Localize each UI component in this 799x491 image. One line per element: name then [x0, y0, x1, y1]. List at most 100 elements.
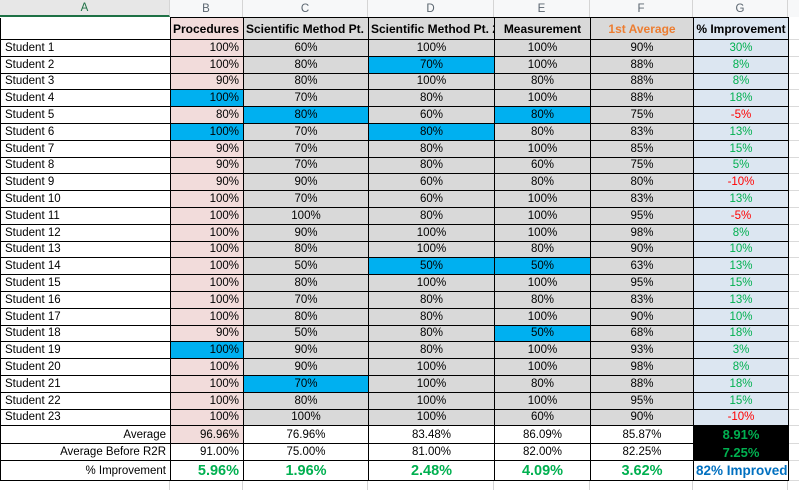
procedures-cell[interactable]: 100%	[170, 274, 244, 292]
measurement-cell[interactable]: 100%	[494, 307, 591, 326]
first-average-cell[interactable]: 98%	[590, 223, 694, 242]
improvement-cell[interactable]: 18%	[693, 324, 789, 343]
measurement-cell[interactable]: 100%	[494, 391, 591, 410]
average-procedures-cell[interactable]: 96.96%	[170, 425, 244, 445]
student-name-cell[interactable]: Student 10	[0, 190, 171, 208]
improvement-cell[interactable]: 15%	[693, 391, 789, 410]
procedures-cell[interactable]: 100%	[170, 358, 244, 376]
student-name-cell[interactable]: Student 20	[0, 358, 171, 376]
improvement-measurement-cell[interactable]: 4.09%	[494, 460, 591, 482]
sci2-cell[interactable]: 80%	[368, 122, 495, 141]
blank-cell[interactable]	[494, 481, 590, 491]
sci2-cell[interactable]: 100%	[368, 274, 495, 292]
average-sci1-cell[interactable]: 76.96%	[243, 425, 369, 445]
improvement-cell[interactable]: 13%	[693, 257, 789, 276]
before-sci2-cell[interactable]: 81.00%	[368, 443, 495, 462]
blank-cell[interactable]	[243, 481, 368, 491]
measurement-cell[interactable]: 100%	[494, 55, 591, 74]
sci1-cell[interactable]: 80%	[243, 307, 369, 326]
measurement-cell[interactable]: 100%	[494, 274, 591, 292]
student-name-cell[interactable]: Student 13	[0, 240, 171, 259]
before-sci1-cell[interactable]: 75.00%	[243, 443, 369, 462]
first-average-cell[interactable]: 63%	[590, 257, 694, 276]
sci2-cell[interactable]: 100%	[368, 374, 495, 393]
student-name-cell[interactable]: Student 17	[0, 307, 171, 326]
first-average-cell[interactable]: 85%	[590, 139, 694, 158]
sci1-cell[interactable]: 50%	[243, 324, 369, 343]
sci2-cell[interactable]: 80%	[368, 156, 495, 175]
improvement-cell[interactable]: 13%	[693, 190, 789, 208]
student-name-cell[interactable]: Student 8	[0, 156, 171, 175]
first-average-cell[interactable]: 90%	[590, 307, 694, 326]
measurement-cell[interactable]: 80%	[494, 240, 591, 259]
procedures-cell[interactable]: 90%	[170, 173, 244, 192]
procedures-cell[interactable]: 90%	[170, 72, 244, 91]
improvement-cell[interactable]: 5%	[693, 156, 789, 175]
sci2-cell[interactable]: 100%	[368, 240, 495, 259]
sci1-cell[interactable]: 80%	[243, 274, 369, 292]
sci1-cell[interactable]: 70%	[243, 374, 369, 393]
average-before-r2r-label[interactable]: Average Before R2R	[0, 443, 171, 462]
improvement-sci1-cell[interactable]: 1.96%	[243, 460, 369, 482]
measurement-cell[interactable]: 100%	[494, 89, 591, 108]
student-name-cell[interactable]: Student 5	[0, 106, 171, 124]
column-header-e[interactable]: E	[494, 0, 590, 17]
student-name-cell[interactable]: Student 19	[0, 341, 171, 360]
sci1-cell[interactable]: 50%	[243, 257, 369, 276]
measurement-cell[interactable]: 100%	[494, 190, 591, 208]
percent-improvement-header[interactable]: % Improvement	[693, 17, 789, 40]
average-first-average-cell[interactable]: 85.87%	[590, 425, 694, 445]
improvement-cell[interactable]: 8%	[693, 223, 789, 242]
procedures-cell[interactable]: 80%	[170, 106, 244, 124]
sci1-cell[interactable]: 70%	[243, 122, 369, 141]
measurement-cell[interactable]: 80%	[494, 173, 591, 192]
measurement-cell[interactable]: 50%	[494, 324, 591, 343]
procedures-cell[interactable]: 90%	[170, 156, 244, 175]
column-header-d[interactable]: D	[368, 0, 494, 17]
procedures-cell[interactable]: 100%	[170, 374, 244, 393]
procedures-cell[interactable]: 100%	[170, 257, 244, 276]
improvement-cell[interactable]: 15%	[693, 139, 789, 158]
improvement-procedures-cell[interactable]: 5.96%	[170, 460, 244, 482]
measurement-cell[interactable]: 80%	[494, 72, 591, 91]
sci2-cell[interactable]: 80%	[368, 341, 495, 360]
sci2-cell[interactable]: 80%	[368, 290, 495, 309]
first-average-cell[interactable]: 88%	[590, 89, 694, 108]
sci2-cell[interactable]: 80%	[368, 206, 495, 225]
procedures-cell[interactable]: 100%	[170, 391, 244, 410]
first-average-cell[interactable]: 88%	[590, 72, 694, 91]
procedures-cell[interactable]: 100%	[170, 39, 244, 57]
procedures-cell[interactable]: 100%	[170, 341, 244, 360]
student-name-cell[interactable]: Student 2	[0, 55, 171, 74]
improvement-cell[interactable]: 15%	[693, 274, 789, 292]
student-name-cell[interactable]: Student 15	[0, 274, 171, 292]
sci1-cell[interactable]: 80%	[243, 391, 369, 410]
improvement-cell[interactable]: 13%	[693, 290, 789, 309]
before-measurement-cell[interactable]: 82.00%	[494, 443, 591, 462]
before-procedures-cell[interactable]: 91.00%	[170, 443, 244, 462]
first-average-cell[interactable]: 80%	[590, 173, 694, 192]
measurement-cell[interactable]: 100%	[494, 39, 591, 57]
student-name-cell[interactable]: Student 14	[0, 257, 171, 276]
procedures-cell[interactable]: 100%	[170, 223, 244, 242]
sci2-cell[interactable]: 60%	[368, 106, 495, 124]
before-improvement-cell[interactable]: 7.25%	[693, 443, 789, 462]
column-header-g[interactable]: G	[693, 0, 788, 17]
column-header-a[interactable]: A	[0, 0, 170, 17]
before-first-average-cell[interactable]: 82.25%	[590, 443, 694, 462]
procedures-header[interactable]: Procedures	[170, 17, 244, 40]
improvement-cell[interactable]: 10%	[693, 240, 789, 259]
procedures-cell[interactable]: 100%	[170, 206, 244, 225]
measurement-cell[interactable]: 100%	[494, 341, 591, 360]
sci1-cell[interactable]: 70%	[243, 290, 369, 309]
measurement-cell[interactable]: 100%	[494, 206, 591, 225]
measurement-cell[interactable]: 80%	[494, 290, 591, 309]
sci2-cell[interactable]: 100%	[368, 72, 495, 91]
blank-cell[interactable]	[788, 481, 799, 490]
student-name-cell[interactable]: Student 16	[0, 290, 171, 309]
improvement-cell[interactable]: 3%	[693, 341, 789, 360]
improvement-cell[interactable]: 18%	[693, 89, 789, 108]
improvement-cell[interactable]: 30%	[693, 39, 789, 57]
procedures-cell[interactable]: 90%	[170, 324, 244, 343]
sci2-cell[interactable]: 60%	[368, 190, 495, 208]
